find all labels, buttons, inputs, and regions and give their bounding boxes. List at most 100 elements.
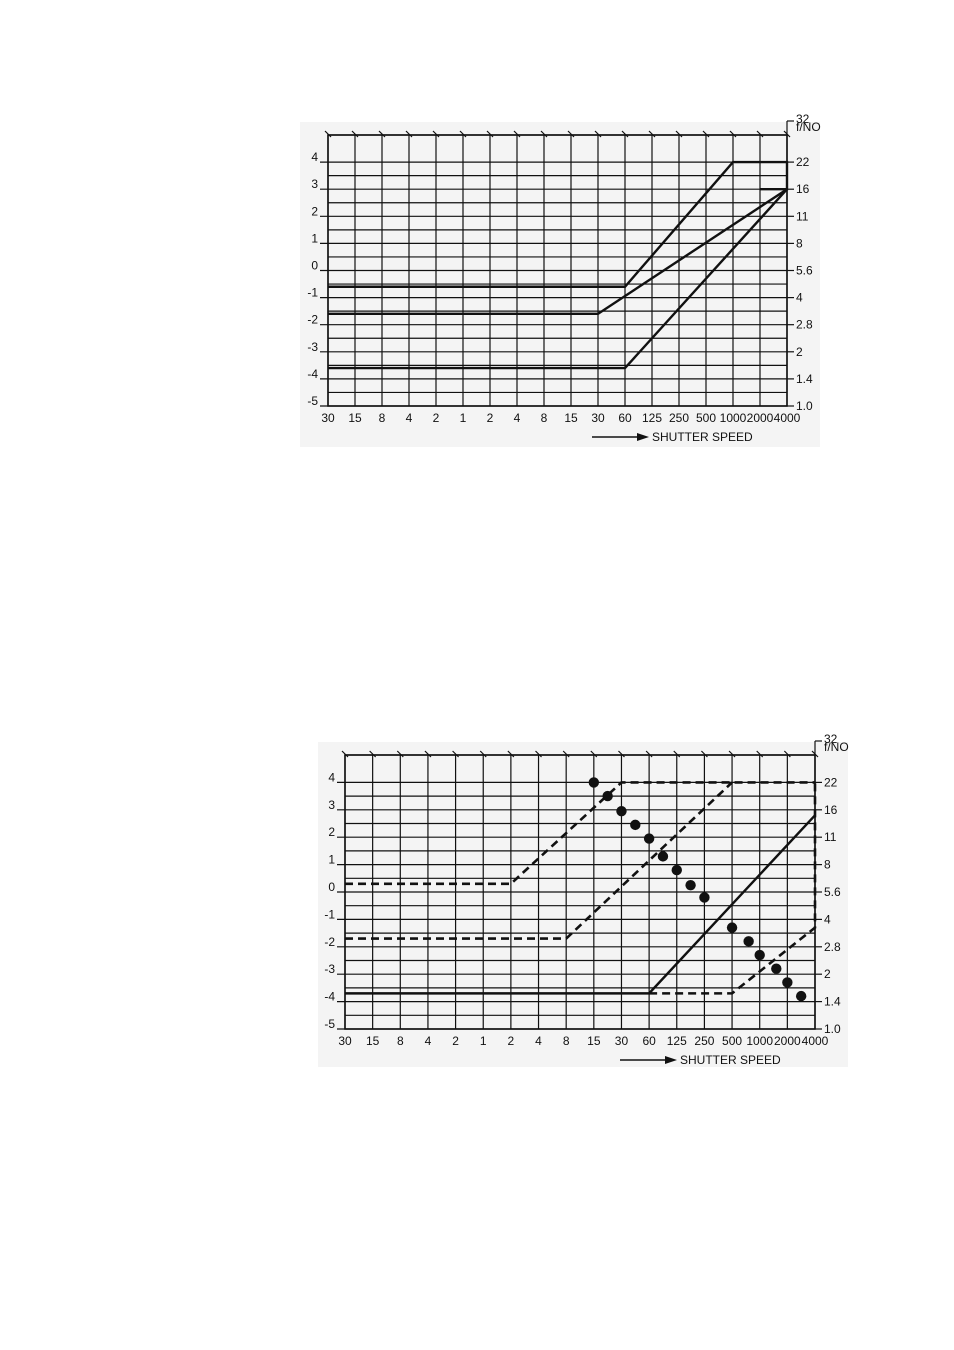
lower-top-tick bbox=[728, 750, 736, 758]
upper-top-tick bbox=[756, 130, 764, 138]
upper-right-tick-label: 8 bbox=[796, 236, 803, 250]
lower-data-point bbox=[588, 777, 600, 788]
upper-top-tick bbox=[513, 130, 521, 138]
upper-top-tick bbox=[567, 130, 575, 138]
lower-x-tick-label: 60 bbox=[642, 1034, 656, 1048]
lower-x-tick-label: 1 bbox=[480, 1034, 487, 1048]
upper-right-tick-label: 2.8 bbox=[796, 318, 813, 332]
lower-top-tick bbox=[618, 750, 625, 758]
lower-right-tick-label: 16 bbox=[824, 803, 838, 817]
lower-series-line-0 bbox=[345, 781, 815, 886]
lower-data-point bbox=[754, 949, 765, 961]
lower-x-tick-label: 4000 bbox=[802, 1034, 829, 1048]
upper-x-tick-label: 4 bbox=[514, 411, 521, 425]
chart-lower: 4 3 2 1 0 -1 -2 -3 -4 -5 32 22 16 11 8 5.6 4 2.8 2 1.4 1.0 f/… bbox=[318, 732, 849, 1067]
upper-top-tick bbox=[459, 130, 467, 138]
lower-left-tick-label: 0 bbox=[328, 880, 335, 894]
chart-upper: 4 3 2 1 0 -1 -2 -3 -4 -5 32 22 16 11 8 5.6 4 2.8 2 1.4 1.0 f/… bbox=[300, 112, 821, 447]
upper-right-tick-label: 16 bbox=[796, 182, 810, 196]
lower-top-tick bbox=[424, 750, 432, 758]
upper-series-line-2 bbox=[328, 188, 788, 370]
lower-left-tick-label: -3 bbox=[324, 962, 335, 976]
upper-right-tick-label: 11 bbox=[796, 209, 809, 223]
upper-x-tick-label: 500 bbox=[696, 411, 716, 425]
lower-series-line-1 bbox=[345, 781, 733, 940]
lower-data-point bbox=[602, 790, 613, 802]
upper-x-tick-label: 2 bbox=[487, 411, 494, 425]
lower-top-tick bbox=[562, 750, 570, 758]
lower-top-tick bbox=[369, 750, 377, 758]
upper-right-tick-label: 32 bbox=[796, 112, 810, 126]
upper-left-tick-label: -3 bbox=[307, 340, 318, 354]
upper-left-tick-label: -5 bbox=[307, 394, 318, 408]
upper-top-tick bbox=[594, 130, 602, 138]
lower-data-point bbox=[657, 851, 669, 862]
lower-x-tick-label: 500 bbox=[722, 1034, 742, 1048]
upper-x-tick-label: 60 bbox=[618, 411, 632, 425]
upper-right-tick-label: 4 bbox=[796, 291, 803, 305]
upper-x-tick-label: 1000 bbox=[720, 411, 747, 425]
upper-right-tick-label: 22 bbox=[796, 155, 810, 169]
lower-data-point bbox=[630, 819, 641, 831]
upper-x-tick-label: 30 bbox=[321, 411, 335, 425]
upper-xlabel-arrowhead bbox=[637, 433, 649, 441]
lower-data-point bbox=[743, 936, 754, 947]
upper-top-tick bbox=[621, 130, 629, 138]
lower-left-tick-label: -2 bbox=[324, 935, 335, 949]
lower-data-point bbox=[699, 892, 710, 903]
upper-top-tick bbox=[432, 130, 440, 138]
upper-top-tick bbox=[351, 130, 359, 138]
lower-series-line-3 bbox=[649, 782, 817, 995]
lower-x-tick-label: 15 bbox=[587, 1034, 601, 1048]
lower-top-tick bbox=[783, 750, 791, 758]
lower-right-tick-label: 4 bbox=[824, 912, 831, 926]
lower-top-tick bbox=[535, 750, 542, 758]
lower-x-tick-label: 250 bbox=[694, 1034, 714, 1048]
lower-data-point bbox=[643, 833, 655, 844]
upper-top-tick bbox=[324, 130, 332, 138]
lower-x-tick-label: 2000 bbox=[774, 1034, 801, 1048]
chart-upper-svg: 43210-1-2-3-4-53222161185.642.821.41.0f/… bbox=[307, 112, 820, 444]
upper-x-tick-label: 125 bbox=[642, 411, 662, 425]
upper-left-tick-label: -4 bbox=[307, 367, 318, 381]
upper-top-tick bbox=[405, 130, 413, 138]
lower-x-tick-label: 4 bbox=[535, 1034, 542, 1048]
lower-right-axis-label: f/NO bbox=[824, 740, 849, 754]
upper-top-tick bbox=[729, 130, 737, 138]
lower-top-tick bbox=[507, 750, 515, 758]
lower-top-tick bbox=[479, 750, 487, 758]
lower-top-tick bbox=[341, 750, 349, 758]
lower-top-tick bbox=[452, 750, 460, 758]
lower-data-point bbox=[726, 922, 738, 933]
upper-top-tick bbox=[378, 130, 386, 138]
upper-x-tick-label: 2000 bbox=[747, 411, 774, 425]
upper-top-tick bbox=[702, 130, 710, 138]
lower-x-tick-label: 1000 bbox=[746, 1034, 773, 1048]
lower-right-tick-label: 11 bbox=[824, 830, 837, 844]
upper-right-tick-label: 1.4 bbox=[796, 372, 813, 386]
upper-left-tick-label: 0 bbox=[311, 259, 318, 273]
upper-left-tick-label: 4 bbox=[311, 150, 318, 164]
lower-top-tick bbox=[700, 750, 708, 758]
lower-top-tick bbox=[396, 750, 404, 758]
lower-data-point bbox=[771, 963, 782, 974]
lower-x-tick-label: 4 bbox=[425, 1034, 432, 1048]
lower-right-tick-label: 1.4 bbox=[824, 995, 841, 1009]
upper-x-tick-label: 15 bbox=[348, 411, 362, 425]
lower-x-tick-label: 125 bbox=[667, 1034, 687, 1048]
lower-right-tick-label: 2 bbox=[824, 967, 831, 981]
upper-x-tick-label: 8 bbox=[379, 411, 386, 425]
lower-left-tick-label: -5 bbox=[324, 1017, 335, 1031]
lower-x-tick-label: 2 bbox=[452, 1034, 459, 1048]
upper-right-tick-label: 1.0 bbox=[796, 399, 813, 413]
lower-x-tick-label: 8 bbox=[397, 1034, 404, 1048]
upper-x-tick-label: 2 bbox=[433, 411, 440, 425]
lower-right-tick-label: 8 bbox=[824, 858, 831, 872]
upper-x-tick-label: 4 bbox=[406, 411, 413, 425]
upper-left-tick-label: 1 bbox=[311, 231, 318, 245]
upper-left-tick-label: 2 bbox=[311, 204, 318, 218]
lower-data-point bbox=[782, 977, 793, 988]
upper-left-tick-label: -2 bbox=[307, 313, 318, 327]
lower-x-tick-label: 8 bbox=[563, 1034, 570, 1048]
lower-right-tick-label: 1.0 bbox=[824, 1022, 841, 1036]
